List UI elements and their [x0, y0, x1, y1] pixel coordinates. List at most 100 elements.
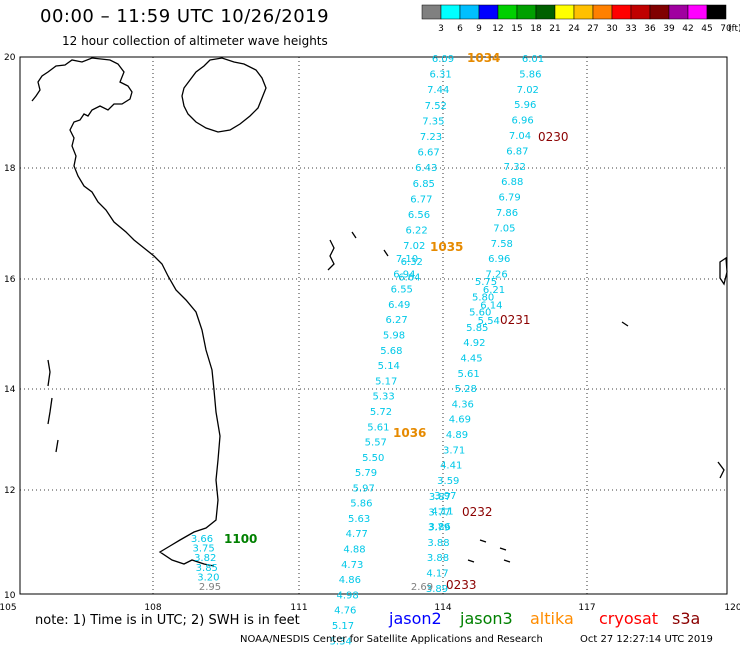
- color-scale-tick: 30: [606, 24, 618, 34]
- color-scale-tick: 39: [663, 24, 675, 34]
- color-swatch: [630, 4, 651, 20]
- color-scale-tick: 24: [568, 24, 580, 34]
- color-swatch: [668, 4, 689, 20]
- latitude-tick-label: 10: [4, 591, 16, 601]
- pass-time-label: 0233: [446, 578, 477, 592]
- color-swatch: [687, 4, 708, 20]
- wave-height-value: 4.89: [446, 430, 468, 441]
- wave-height-value: 6.09: [432, 54, 454, 65]
- wave-height-value: 7.04: [509, 131, 531, 142]
- color-swatch: [535, 4, 556, 20]
- wave-height-value: 6.55: [391, 285, 413, 296]
- wave-height-value: 6.31: [429, 70, 451, 81]
- wave-height-value: 3.79: [428, 523, 450, 534]
- wave-height-value: 7.02: [517, 85, 539, 96]
- wave-height-value: 3.20: [197, 572, 219, 583]
- wave-height-value: 3.97: [434, 491, 456, 502]
- wave-height-value: 6.14: [480, 300, 502, 311]
- lat-lon-grid: [20, 57, 727, 594]
- generation-timestamp: Oct 27 12:27:14 UTC 2019: [580, 634, 713, 645]
- wave-height-value: 5.97: [353, 483, 375, 494]
- wave-height-value: 6.22: [405, 226, 427, 237]
- longitude-tick-label: 117: [578, 603, 595, 613]
- wave-height-value: 3.88: [427, 553, 449, 564]
- wave-height-value: 3.87: [429, 492, 451, 503]
- wave-height-value: 7.23: [420, 132, 442, 143]
- wave-height-value: 6.87: [506, 146, 528, 157]
- pass-time-label: 1036: [393, 426, 426, 440]
- wave-height-value: 3.85: [196, 563, 218, 574]
- wave-height-value: 3.66: [191, 534, 213, 545]
- color-swatch: [706, 4, 727, 20]
- color-scale-tick: 21: [549, 24, 560, 34]
- latitude-axis: 20 18 16 14 12 10: [4, 53, 16, 601]
- pass-time-labels: 1034 1035 1036 0230 0231 0232 0233 1100: [224, 51, 569, 592]
- wave-height-value: 4.92: [463, 338, 485, 349]
- wave-height-value: 5.33: [372, 392, 394, 403]
- wave-height-value: 5.72: [370, 407, 392, 418]
- wave-height-value: 3.59: [437, 476, 459, 487]
- wave-height-value: 4.69: [449, 415, 471, 426]
- wave-height-value: 3.82: [194, 553, 216, 564]
- wave-height-value: 7.10: [396, 254, 418, 265]
- wave-height-value: 7.26: [485, 270, 507, 281]
- color-scale-tick: 33: [625, 24, 636, 34]
- wave-height-value: 2.95: [199, 582, 221, 593]
- color-swatch: [440, 4, 461, 20]
- latitude-tick-label: 16: [4, 275, 16, 285]
- wave-height-value: 5.96: [514, 100, 536, 111]
- wave-height-value: 3.88: [427, 538, 449, 549]
- wave-height-value: 5.54: [478, 316, 500, 327]
- map-subtitle: 12 hour collection of altimeter wave hei…: [62, 34, 328, 48]
- wave-height-value: 5.61: [457, 369, 479, 380]
- wave-height-observations: 6.09 6.31 7.44 7.52 7.35 7.23 6.67 6.43 6.85 6.77…: [191, 54, 544, 647]
- wave-height-value: 6.88: [501, 177, 523, 188]
- pass-time-label: 0232: [462, 505, 493, 519]
- wave-height-value: 5.98: [383, 331, 405, 342]
- wave-height-value: 7.86: [496, 208, 518, 219]
- wave-height-value: 6.43: [415, 163, 437, 174]
- wave-height-value: 5.63: [348, 514, 370, 525]
- wave-height-value: 7.02: [403, 241, 425, 252]
- latitude-tick-label: 12: [4, 486, 15, 496]
- wave-height-value: 6.64: [398, 272, 420, 283]
- wave-height-value: 6.96: [511, 116, 533, 127]
- color-swatch: [554, 4, 575, 20]
- satellite-legend-item: cryosat: [599, 609, 659, 628]
- wave-height-value: 4.36: [452, 399, 474, 410]
- wave-height-value: 4.98: [336, 590, 358, 601]
- credit-line: NOAA/NESDIS Center for Satellite Applica…: [240, 634, 543, 645]
- color-swatch: [573, 4, 594, 20]
- wave-height-value: 6.67: [417, 148, 439, 159]
- color-swatch: [478, 4, 499, 20]
- wave-height-value: 6.77: [410, 194, 432, 205]
- wave-height-value: 7.05: [493, 223, 515, 234]
- wave-height-value: 5.79: [355, 468, 377, 479]
- longitude-axis: 105 108 111 114 117 120: [0, 603, 740, 613]
- color-swatch: [421, 4, 442, 20]
- longitude-tick-label: 120: [724, 603, 740, 613]
- wave-height-value: 6.85: [413, 179, 435, 190]
- wave-height-value: 3.75: [192, 544, 214, 555]
- map-frame: [19, 56, 728, 595]
- latitude-tick-label: 14: [4, 385, 16, 395]
- wave-height-value: 4.41: [440, 461, 462, 472]
- pass-time-label: 1035: [430, 240, 463, 254]
- satellite-legend-item: altika: [530, 609, 574, 628]
- wave-height-value: 6.01: [522, 54, 544, 65]
- color-swatch: [497, 4, 518, 20]
- color-swatch: [611, 4, 632, 20]
- color-scale-tick: 36: [644, 24, 656, 34]
- pass-time-label: 1100: [224, 532, 257, 546]
- color-scale-tick: 6: [457, 24, 463, 34]
- wave-height-value: 6.94: [393, 269, 415, 280]
- color-scale-tick: 9: [476, 24, 482, 34]
- pass-time-label: 0230: [538, 130, 569, 144]
- color-scale-tick: 42: [682, 24, 693, 34]
- wave-height-value: 3.77: [428, 507, 450, 518]
- wave-height-value: 7.35: [422, 116, 444, 127]
- wave-height-value: 6.79: [498, 193, 520, 204]
- wave-height-value: 6.32: [401, 257, 423, 268]
- wave-height-value: 5.85: [466, 323, 488, 334]
